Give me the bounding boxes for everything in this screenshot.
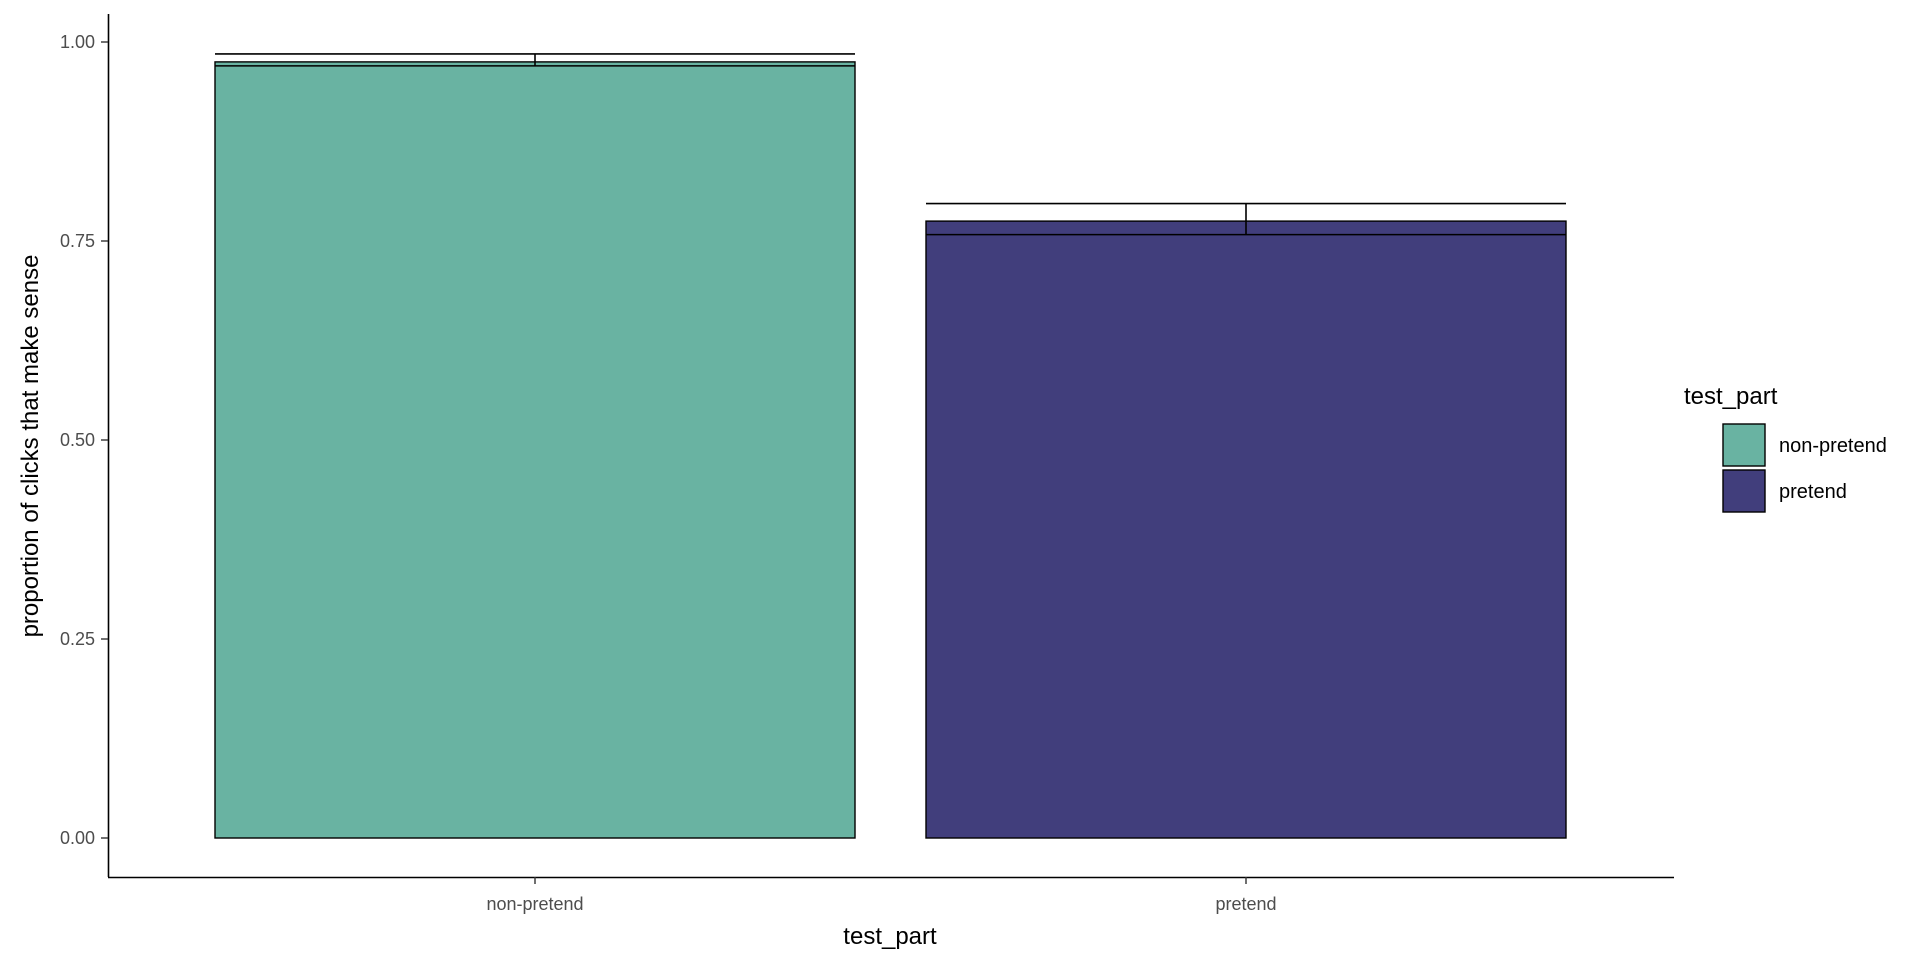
y-tick-label: 0.50 <box>60 430 95 450</box>
legend-swatch-pretend <box>1722 469 1766 513</box>
bar-non-pretend <box>214 61 856 839</box>
y-ticks-layer: 0.00 0.25 0.50 0.75 1.00 <box>60 32 108 848</box>
bars-layer <box>214 61 1567 839</box>
legend-items: non-pretend pretend <box>1722 423 1887 513</box>
x-axis-title: test_part <box>843 923 937 950</box>
x-tick-label-pretend: pretend <box>1215 894 1276 914</box>
legend-label-pretend: pretend <box>1779 481 1847 503</box>
legend-swatch-non-pretend <box>1722 423 1766 467</box>
x-tick-label-non-pretend: non-pretend <box>486 894 583 914</box>
y-tick-label: 0.75 <box>60 231 95 251</box>
y-tick-label: 0.00 <box>60 828 95 848</box>
x-ticks-layer: non-pretend pretend <box>486 877 1277 914</box>
y-tick-label: 1.00 <box>60 32 95 52</box>
legend: test_part non-pretend pretend <box>1684 383 1887 513</box>
axes-layer <box>107 14 1674 879</box>
error-bars-layer <box>215 53 1566 236</box>
bar-pretend <box>925 220 1567 839</box>
y-tick-label: 0.25 <box>60 629 95 649</box>
y-axis-title: proportion of clicks that make sense <box>17 255 44 638</box>
legend-label-non-pretend: non-pretend <box>1779 435 1887 457</box>
legend-title: test_part <box>1684 383 1778 410</box>
